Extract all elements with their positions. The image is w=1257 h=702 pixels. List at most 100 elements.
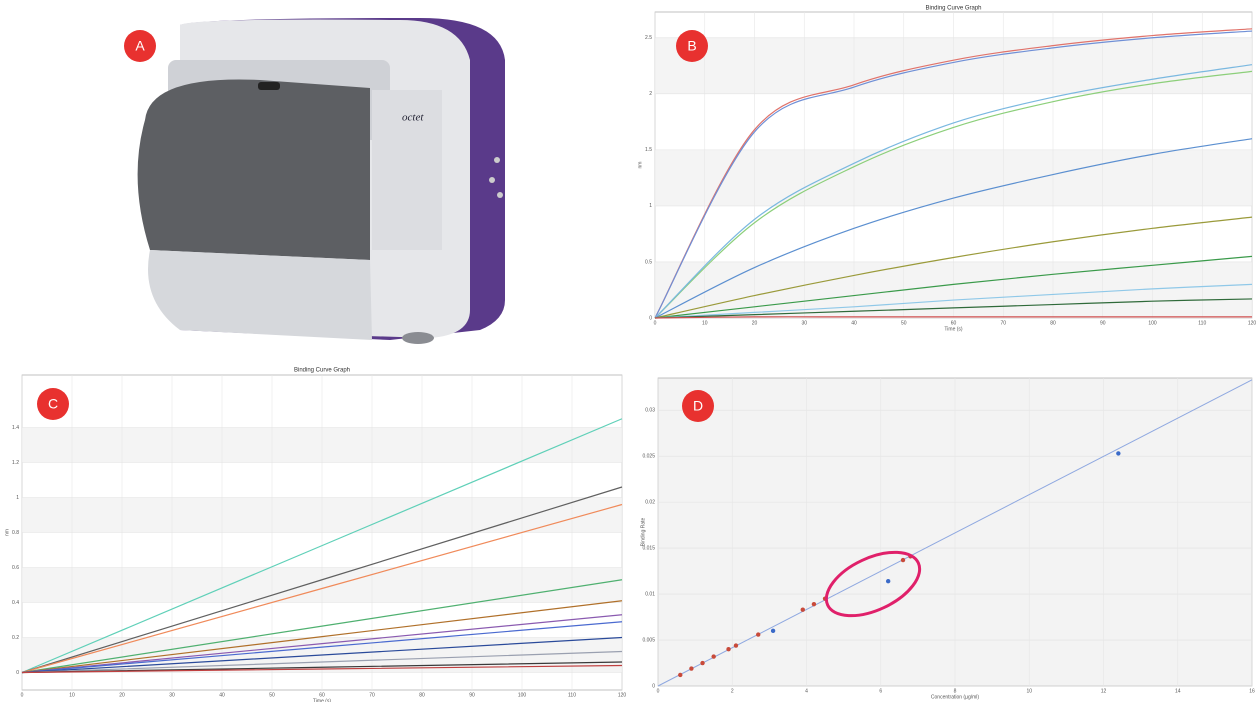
panel-badge [37, 388, 69, 420]
y-tick-label: 0.015 [642, 545, 655, 551]
point [1116, 451, 1121, 456]
x-tick-label: 50 [269, 692, 275, 698]
point [800, 607, 805, 612]
point [770, 628, 776, 634]
point [678, 672, 683, 678]
panel-label: A [135, 38, 145, 54]
x-tick-label: 4 [805, 688, 808, 694]
series-line [21, 600, 623, 674]
x-tick-label: 6 [879, 688, 882, 694]
series-line [21, 614, 623, 674]
x-axis-label: Time (s) [944, 326, 962, 332]
point [733, 643, 739, 648]
x-tick-label: 20 [752, 320, 758, 326]
x-tick-label: 80 [419, 692, 425, 698]
series-line [21, 650, 623, 674]
x-tick-label: 16 [1249, 688, 1255, 694]
series-line [21, 664, 623, 674]
point [811, 601, 817, 607]
series-line [654, 138, 1253, 319]
x-tick-label: 120 [1248, 320, 1257, 326]
y-tick-label: 1 [16, 495, 19, 501]
y-tick-label: 0.025 [642, 453, 655, 459]
x-tick-label: 30 [169, 692, 175, 698]
series-line [654, 64, 1253, 319]
x-axis-label: Time (s) [313, 698, 331, 702]
y-tick-label: 2.5 [645, 35, 652, 41]
series-line [654, 216, 1253, 319]
x-tick-label: 120 [618, 692, 627, 698]
x-tick-label: 80 [1050, 320, 1056, 326]
x-tick-label: 100 [1148, 320, 1157, 326]
y-axis-label: Binding Rate [640, 517, 646, 546]
y-axis-label: nm [4, 529, 10, 536]
series-line [654, 298, 1253, 319]
series-line [654, 316, 1252, 319]
brand-text: octet [402, 112, 424, 124]
y-tick-label: 0.03 [645, 408, 655, 414]
x-tick-label: 30 [801, 320, 807, 326]
y-tick-label: 0.6 [12, 565, 19, 571]
y-tick-label: 0 [649, 315, 652, 321]
y-tick-label: 0.5 [645, 259, 652, 265]
series-line [654, 255, 1253, 319]
point [900, 557, 906, 563]
x-tick-label: 10 [1026, 688, 1032, 694]
x-tick-label: 60 [951, 320, 957, 326]
x-tick-label: 14 [1175, 688, 1181, 694]
series-line [21, 636, 623, 674]
x-tick-label: 50 [901, 320, 907, 326]
x-tick-label: 0 [654, 320, 657, 326]
point [700, 660, 705, 666]
y-tick-label: 1.2 [12, 460, 19, 466]
point [711, 654, 716, 659]
y-axis-label: nm [637, 162, 643, 169]
point [885, 578, 891, 584]
series-line [21, 503, 623, 674]
series-line [654, 28, 1253, 319]
series-line [21, 579, 623, 674]
x-tick-label: 90 [1100, 320, 1106, 326]
x-axis-label: Concentration (µg/ml) [931, 694, 980, 700]
series-line [654, 70, 1253, 319]
chart-title: Binding Curve Graph [925, 6, 981, 12]
panel-badge [676, 30, 708, 62]
series-line [21, 418, 623, 674]
instrument-photo: octet [137, 18, 505, 344]
x-tick-label: 70 [1000, 320, 1006, 326]
series-line [654, 30, 1253, 319]
chart: 0 0.5 1 1.5 2 2.5 0 10 20 30 40 50 60 70 80 90 100 110 120… [637, 6, 1256, 333]
x-tick-label: 2 [731, 688, 734, 694]
panel-badge [124, 30, 156, 62]
y-tick-label: 0.02 [645, 499, 655, 505]
y-tick-label: 0 [16, 670, 19, 676]
y-tick-label: 0 [652, 683, 655, 689]
point [726, 647, 731, 652]
x-tick-label: 0 [21, 692, 24, 698]
x-tick-label: 10 [69, 692, 75, 698]
x-tick-label: 20 [119, 692, 125, 698]
y-tick-label: 1 [649, 203, 652, 209]
x-tick-label: 90 [469, 692, 475, 698]
x-tick-label: 40 [851, 320, 857, 326]
y-tick-label: 2 [649, 91, 652, 97]
highlight-ellipse [824, 550, 922, 618]
x-tick-label: 110 [1198, 320, 1206, 326]
panel-label: D [693, 398, 703, 414]
y-tick-label: 0.2 [12, 635, 19, 641]
x-tick-label: 8 [954, 688, 957, 694]
series-line [654, 283, 1253, 319]
x-tick-label: 10 [702, 320, 708, 326]
x-tick-label: 110 [568, 692, 576, 698]
y-tick-label: 1.5 [645, 147, 652, 153]
panel-label: B [687, 38, 696, 54]
x-tick-label: 60 [319, 692, 325, 698]
y-tick-label: 0.4 [12, 600, 19, 606]
y-tick-label: 0.005 [642, 637, 655, 643]
x-tick-label: 0 [657, 688, 660, 694]
series-line [21, 486, 623, 674]
chart: 0 0.2 0.4 0.6 0.8 1 1.2 1.4 0 10 20 30 40 50 60 70 80 90 1… [4, 368, 626, 702]
panel-label: C [48, 396, 58, 412]
y-tick-label: 0.01 [645, 591, 655, 597]
